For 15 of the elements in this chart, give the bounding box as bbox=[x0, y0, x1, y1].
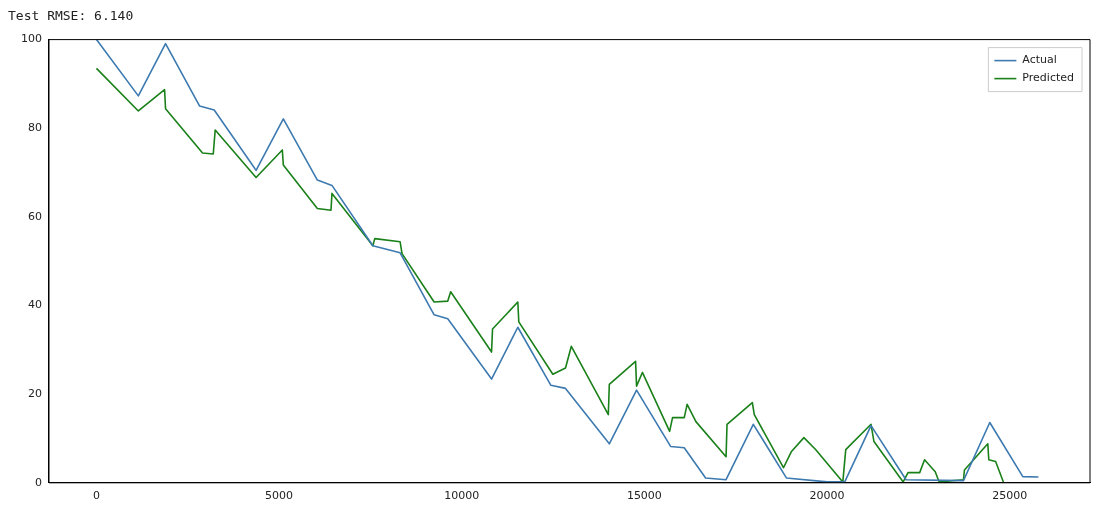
legend-label: Actual bbox=[1022, 53, 1057, 67]
y-tick-label: 20 bbox=[28, 387, 42, 401]
chart-title: Test RMSE: 6.140 bbox=[8, 8, 135, 25]
x-tick-label: 0 bbox=[92, 489, 100, 503]
y-tick-label: 40 bbox=[28, 298, 42, 312]
x-tick-label: 20000 bbox=[809, 489, 845, 503]
x-tick-label: 15000 bbox=[626, 489, 662, 503]
x-tick-label: 25000 bbox=[992, 489, 1028, 503]
y-tick-label: 80 bbox=[28, 121, 42, 135]
x-tick-label: 5000 bbox=[265, 489, 294, 503]
x-tick-label: 10000 bbox=[444, 489, 480, 503]
y-tick-label: 0 bbox=[35, 475, 42, 489]
y-tick-label: 60 bbox=[28, 209, 42, 223]
legend-label: Predicted bbox=[1022, 71, 1074, 85]
y-tick-label: 100 bbox=[21, 32, 42, 46]
